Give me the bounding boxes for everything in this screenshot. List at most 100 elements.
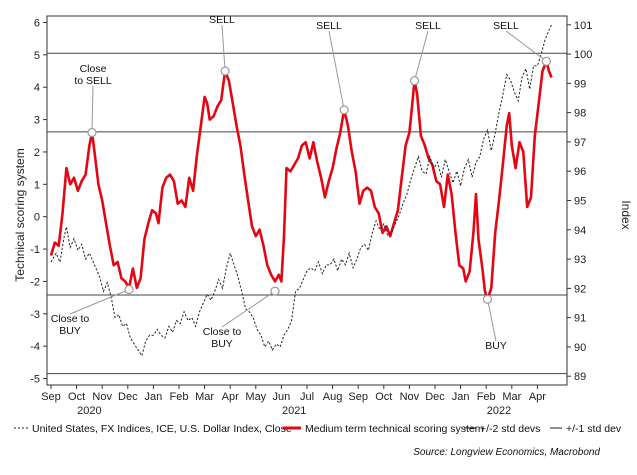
x-year-label: 2022 [487,405,511,417]
y-axis-left-title: Technical scoring system [13,148,27,281]
source-note: Source: Longview Economics, Macrobond [413,447,600,458]
reference-lines [47,52,567,375]
annotation-label-line: SELL [415,20,441,32]
x-tick-label: Mar [195,391,214,403]
y-left-tick-label: -4 [30,341,40,353]
annotation-label-line: Close to [203,326,242,338]
x-tick-label: Feb [170,391,189,403]
x-tick-label: Aug [323,391,343,403]
annotation-label: Close to BUY [51,313,90,337]
y-right-tick-label: 100 [574,49,592,61]
annotation-label: BUY [485,340,507,352]
annotation-marker [339,105,349,115]
annotation-marker [541,56,551,66]
x-tick-label: Sep [348,391,368,403]
annotation-marker [220,66,230,76]
legend-label: +/-1 std dev [566,423,622,435]
y-left-tick-label: 2 [34,147,40,159]
annotation-label-line: SELL [493,20,519,32]
legend-label: United States, FX Indices, ICE, U.S. Dol… [32,423,292,435]
annotation-label: SELL [493,20,519,32]
y-left-tick-label: 0 [34,212,40,224]
annotation-connector [505,30,547,62]
x-tick-label: Nov [400,391,420,403]
x-tick-label: Sep [41,391,61,403]
axes: -5 -4 -3 -2 -1 0 1 2 3 4 5 6 89 90 91 92 93 94 95 96 97 98 99 1… [30,15,592,417]
x-year-label: 2021 [282,405,306,417]
y-right-tick-label: 98 [574,108,586,120]
y-right-tick-label: 90 [574,342,586,354]
y-right-tick-label: 89 [574,371,586,383]
annotation-label-line: BUY [211,338,233,350]
x-tick-label: Jan [145,391,163,403]
y-right-tick-label: 96 [574,166,586,178]
annotation-label-line: SELL [316,20,342,32]
annotation-label-line: Close [80,63,107,75]
y-right-tick-label: 101 [574,20,592,32]
annotation-marker [482,294,493,304]
y-left-tick-label: 5 [34,50,40,62]
x-tick-label: Jul [300,391,314,403]
annotation-connector [91,85,94,133]
annotation-label-line: BUY [485,340,507,352]
y-left-tick-label: 1 [34,179,40,191]
y-right-tick-label: 95 [574,196,586,208]
annotation-label-line: SELL [209,14,235,26]
annotation-marker [124,284,134,295]
x-tick-label: Oct [375,391,392,403]
annotation-marker [409,76,420,86]
series-layer [49,24,553,357]
annotation-label-line: Close to [51,313,90,325]
x-tick-label: Jan [452,391,470,403]
y-right-tick-label: 97 [574,137,586,149]
y-right-tick-label: 92 [574,283,586,295]
annotation-label-line: to SELL [74,75,112,87]
x-tick-label: Oct [68,391,85,403]
x-tick-label: Apr [222,391,239,403]
annotation-label: SELL [316,20,342,32]
y-right-tick-label: 91 [574,313,586,325]
annotation-connector [221,290,276,328]
x-tick-label: Feb [477,391,496,403]
y-right-tick-label: 93 [574,254,586,266]
y-left-tick-label: 6 [34,17,40,29]
x-tick-label: Mar [502,391,521,403]
annotation-marker [87,127,97,138]
annotation-label: Close to BUY [203,326,242,350]
y-left-tick-label: -3 [30,309,40,321]
y-left-tick-label: -2 [30,276,40,288]
x-tick-label: Dec [118,391,138,403]
annotation-label-line: BUY [59,325,81,337]
plot-frame [46,15,568,386]
annotation-label: SELL [209,14,235,26]
annotation-label: SELL [415,20,441,32]
annotation-marker [270,286,280,296]
x-tick-label: Apr [529,391,546,403]
annotation-connector [69,289,130,315]
y-axis-right-title: Index [619,200,633,229]
x-tick-label: Dec [425,391,445,403]
usd-index-series-line [50,24,552,357]
annotation-connector [221,24,226,72]
x-year-label: 2020 [77,405,101,417]
x-tick-label: Jun [273,391,291,403]
annotation-label: Close to SELL [74,63,112,87]
annotation-connector [328,30,345,110]
annotation-connector [486,299,497,342]
legend-label: Medium term technical scoring system [305,423,484,435]
technical-score-series-line [49,60,553,301]
y-left-tick-label: -1 [30,244,40,256]
y-right-tick-label: 99 [574,78,586,90]
y-left-tick-label: -5 [30,374,40,386]
y-left-tick-label: 4 [34,82,40,94]
x-tick-label: Nov [92,391,112,403]
x-tick-label: May [245,391,266,403]
y-right-tick-label: 94 [574,225,586,237]
legend: United States, FX Indices, ICE, U.S. Dol… [14,423,622,435]
legend-label: +/-2 std devs [480,423,540,435]
annotation-connector [414,30,429,81]
y-left-tick-label: 3 [34,115,40,127]
